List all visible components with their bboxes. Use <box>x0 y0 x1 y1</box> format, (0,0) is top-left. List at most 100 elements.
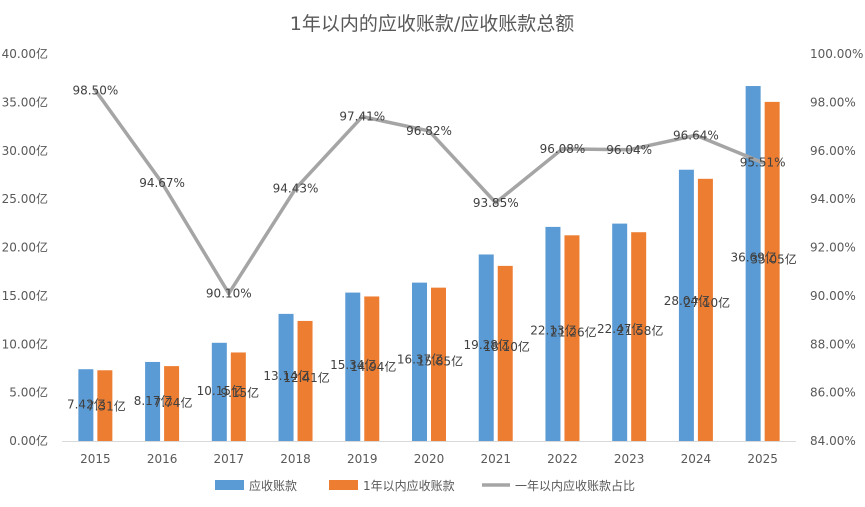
bar-value-label-within-1yr: 7.74亿 <box>154 395 193 410</box>
bar-receivables <box>478 254 494 441</box>
line-point <box>427 129 431 133</box>
chart-title: 1年以内的应收账款/应收账款总额 <box>290 13 575 35</box>
bar-value-label-receivables: 16.37亿 <box>397 352 443 367</box>
bar-value-label-receivables: 19.28亿 <box>464 337 510 352</box>
bar-receivables-within-1yr <box>230 352 246 441</box>
x-tick-label: 2020 <box>414 452 445 466</box>
bar-receivables <box>211 342 227 441</box>
y-left-tick-label: 10.00亿 <box>2 336 48 351</box>
y-right-tick-label: 92.00% <box>810 241 856 255</box>
bar-value-label-receivables: 10.15亿 <box>197 383 243 398</box>
x-tick-label: 2019 <box>347 452 378 466</box>
bar-receivables <box>345 292 361 441</box>
line-value-label: 95.51% <box>740 156 786 170</box>
bar-value-label-receivables: 13.14亿 <box>263 368 309 383</box>
line-value-label: 96.82% <box>406 124 452 138</box>
x-tick-label: 2015 <box>80 452 111 466</box>
bar-receivables-within-1yr <box>631 232 647 441</box>
legend-item-ratio-label: 一年以内应收账款占比 <box>515 478 635 493</box>
bar-receivables-within-1yr <box>697 178 713 441</box>
bar-value-label-within-1yr: 12.41亿 <box>283 370 329 385</box>
legend-item-receivables-swatch <box>215 480 244 490</box>
bar-receivables <box>412 282 427 441</box>
x-tick-label: 2025 <box>747 452 778 466</box>
line-point <box>560 147 565 151</box>
y-right-tick-label: 84.00% <box>810 434 856 448</box>
line-point <box>694 133 698 138</box>
bar-value-label-within-1yr: 27.10亿 <box>684 295 730 310</box>
line-value-label: 97.41% <box>339 110 385 124</box>
bar-value-label-receivables: 7.42亿 <box>67 397 106 412</box>
y-right-tick-label: 96.00% <box>810 144 856 158</box>
bar-receivables-within-1yr <box>431 287 446 441</box>
bar-receivables-within-1yr <box>497 265 513 441</box>
bar-value-label-receivables: 22.47亿 <box>597 321 643 336</box>
bar-receivables <box>612 223 628 441</box>
bar-receivables <box>678 169 694 441</box>
line-point <box>760 160 765 165</box>
line-value-label: 96.64% <box>673 128 719 142</box>
y-left-tick-label: 40.00亿 <box>2 46 48 61</box>
bar-value-label-receivables: 28.04亿 <box>664 293 710 308</box>
y-left-tick-label: 30.00亿 <box>2 143 48 158</box>
legend-item-receivables-within-1yr-swatch <box>329 480 358 490</box>
bar-receivables-within-1yr <box>97 370 113 441</box>
bar-receivables <box>278 313 294 441</box>
x-tick-label: 2018 <box>280 452 311 466</box>
line-value-label: 90.10% <box>206 286 252 300</box>
bar-receivables-within-1yr <box>297 320 313 441</box>
y-right-tick-label: 90.00% <box>810 289 856 303</box>
line-point <box>360 114 365 119</box>
line-within-1yr-ratio <box>93 88 765 296</box>
bar-receivables <box>78 369 94 441</box>
bar-value-label-within-1yr: 9.15亿 <box>220 385 259 400</box>
line-point <box>160 181 164 185</box>
bar-value-label-within-1yr: 7.31亿 <box>87 399 126 414</box>
line-value-label: 96.08% <box>540 142 586 156</box>
y-left-tick-label: 0.00亿 <box>9 433 48 448</box>
y-right-tick-label: 100.00% <box>810 47 863 61</box>
line-value-label: 93.85% <box>473 196 519 210</box>
y-right-tick-label: 88.00% <box>810 337 856 351</box>
bar-receivables-within-1yr <box>364 296 380 441</box>
y-left-tick-label: 25.00亿 <box>2 191 48 206</box>
line-point <box>93 88 98 93</box>
bars <box>78 86 780 442</box>
line-value-label: 94.67% <box>139 176 185 190</box>
bar-value-label-receivables: 8.17亿 <box>134 393 173 408</box>
line-point <box>493 200 498 205</box>
bar-value-label-within-1yr: 21.58亿 <box>617 323 663 338</box>
y-left-tick-label: 20.00亿 <box>2 240 48 255</box>
line-value-label: 98.50% <box>72 83 118 97</box>
line-point <box>227 291 231 296</box>
bar-receivables-within-1yr <box>564 235 580 441</box>
axes: 0.00亿 5.00亿 10.00亿 15.00亿 20.00亿 25.00亿 30.00亿… <box>2 46 864 466</box>
bar-receivables <box>745 86 761 442</box>
bar-value-label-within-1yr: 35.05亿 <box>750 251 796 266</box>
bar-value-label-within-1yr: 15.85亿 <box>417 354 463 369</box>
line-series <box>93 88 765 296</box>
x-tick-label: 2021 <box>480 452 511 466</box>
line-point <box>627 147 631 152</box>
bar-value-label-within-1yr: 14.94亿 <box>350 359 396 374</box>
x-tick-label: 2024 <box>681 452 712 466</box>
bar-receivables-within-1yr <box>764 101 780 442</box>
legend: 应收账款 1年以内应收账款 一年以内应收账款占比 <box>215 478 635 493</box>
y-left-tick-label: 15.00亿 <box>2 288 48 303</box>
y-left-tick-label: 35.00亿 <box>2 94 48 109</box>
bar-receivables <box>545 226 561 441</box>
y-right-tick-label: 94.00% <box>810 192 856 206</box>
bar-value-label-receivables: 15.34亿 <box>330 357 376 372</box>
line-value-label: 96.04% <box>606 143 652 157</box>
line-point <box>293 186 298 191</box>
x-tick-label: 2023 <box>614 452 645 466</box>
y-right-tick-label: 98.00% <box>810 95 856 109</box>
bar-value-label-receivables: 22.13亿 <box>530 323 576 338</box>
line-value-label: 94.43% <box>273 182 319 196</box>
y-right-tick-label: 86.00% <box>810 386 856 400</box>
bar-value-label-receivables: 36.69亿 <box>730 249 776 264</box>
x-tick-label: 2016 <box>147 452 178 466</box>
